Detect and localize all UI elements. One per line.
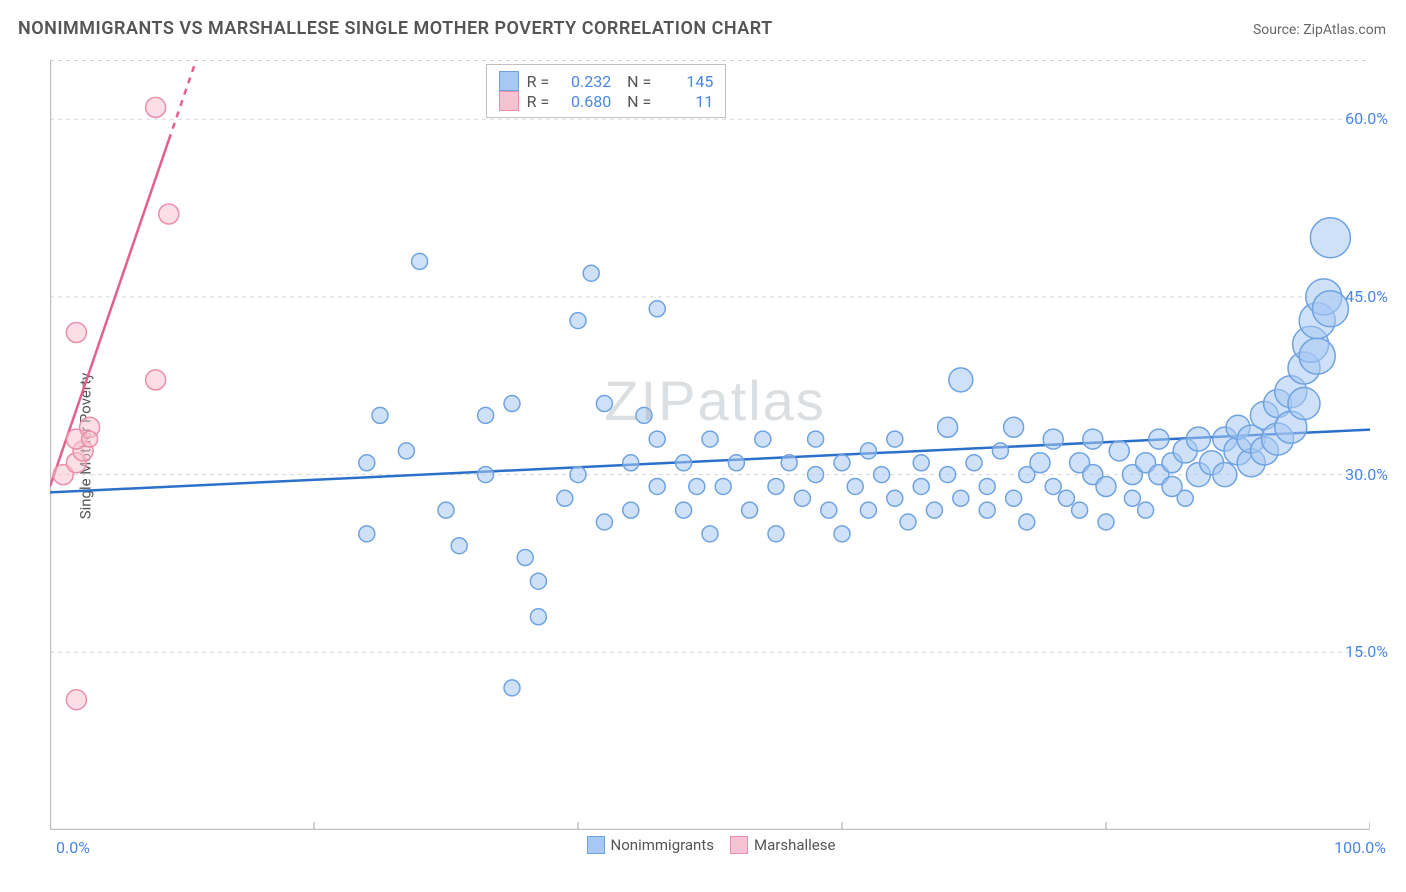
legend-n-label: N = <box>619 92 651 111</box>
legend-swatch-icon <box>499 71 519 91</box>
legend-n-value: 145 <box>659 72 713 91</box>
legend-swatch-icon <box>499 91 519 111</box>
chart-source: Source: ZipAtlas.com <box>1253 22 1386 38</box>
legend-item-label: Nonimmigrants <box>611 836 714 854</box>
legend-n-label: N = <box>619 72 651 91</box>
legend-r-label: R = <box>527 92 550 111</box>
chart-container: NONIMMIGRANTS VS MARSHALLESE SINGLE MOTH… <box>0 0 1406 892</box>
legend-item-label: Marshallese <box>754 836 835 854</box>
legend-item: Nonimmigrants <box>571 836 714 854</box>
y-tick-label: 45.0% <box>1345 287 1388 306</box>
legend-swatch-icon <box>730 836 748 854</box>
y-tick-label: 30.0% <box>1345 465 1388 484</box>
legend-n-value: 11 <box>659 92 713 111</box>
legend-item: Marshallese <box>714 836 835 854</box>
correlation-legend: R = 0.232 N = 145 R = 0.680 N = 11 <box>486 64 727 118</box>
legend-r-value: 0.680 <box>557 92 611 111</box>
rn-legend-row: R = 0.680 N = 11 <box>499 91 714 111</box>
y-tick-label: 60.0% <box>1345 109 1388 128</box>
chart-title: NONIMMIGRANTS VS MARSHALLESE SINGLE MOTH… <box>18 18 773 39</box>
rn-legend-row: R = 0.232 N = 145 <box>499 71 714 91</box>
legend-swatch-icon <box>587 836 605 854</box>
legend-r-value: 0.232 <box>557 72 611 91</box>
series-legend: Nonimmigrants Marshallese <box>0 836 1406 854</box>
y-tick-label: 15.0% <box>1345 642 1388 661</box>
legend-r-label: R = <box>527 72 550 91</box>
chart-plot-area <box>50 60 1370 830</box>
